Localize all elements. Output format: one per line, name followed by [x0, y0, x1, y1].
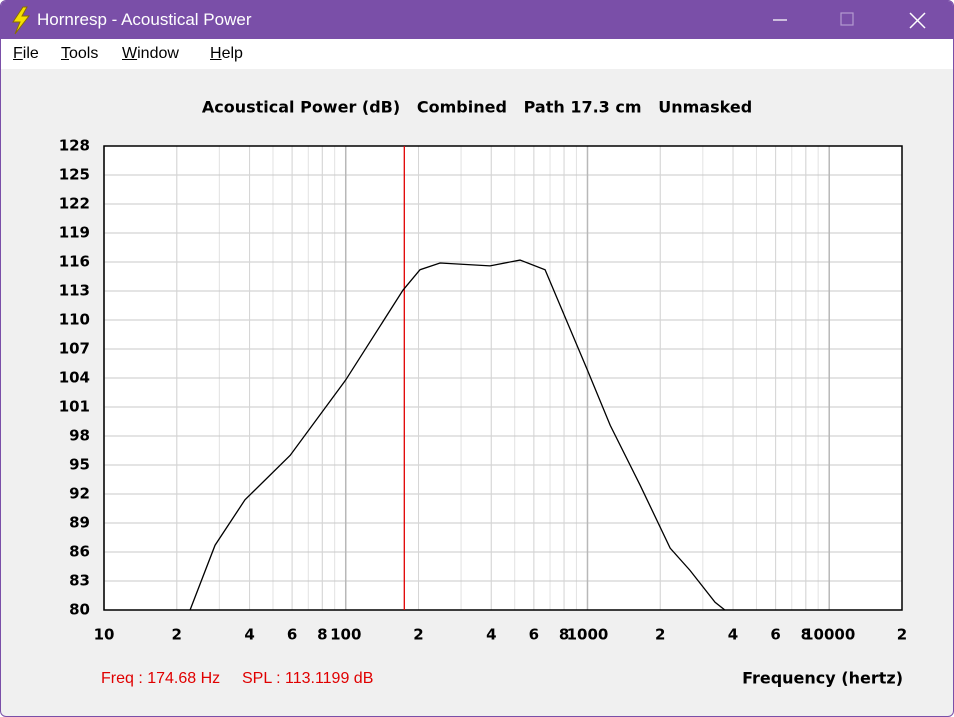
menu-item[interactable]: Help [210, 45, 243, 62]
x-tick-label: 8 [317, 626, 327, 644]
x-tick-label: 2 [413, 626, 423, 644]
maximize[interactable] [840, 12, 854, 26]
response-curve [189, 259, 726, 611]
menu-item[interactable]: File [13, 45, 39, 62]
chart-title: Acoustical Power (dB) Combined Path 17.3… [202, 98, 752, 117]
x-tick-label: 1000 [567, 626, 609, 644]
x-tick-label: 2 [655, 626, 665, 644]
x-tick-label: 8 [559, 626, 569, 644]
y-tick-label: 119 [59, 224, 90, 242]
y-tick-label: 89 [69, 514, 90, 532]
app-icon [12, 6, 31, 35]
x-tick-label: 6 [770, 626, 780, 644]
y-tick-label: 128 [59, 137, 90, 155]
x-tick-label: 8 [801, 626, 811, 644]
menu-bar: File Tools Window Help [1, 39, 953, 69]
close[interactable] [909, 12, 926, 29]
y-tick-label: 113 [59, 282, 90, 300]
annotation: SPL : 113.1199 dB [242, 670, 373, 687]
y-tick-label: 101 [59, 398, 90, 416]
y-tick-label: 98 [69, 427, 90, 445]
x-tick-label: 6 [529, 626, 539, 644]
y-tick-label: 83 [69, 572, 90, 590]
annotation: Freq : 174.68 Hz [101, 670, 220, 687]
title-bar: Hornresp - Acoustical Power [1, 1, 953, 39]
menu-item[interactable]: Tools [61, 45, 99, 62]
x-axis-label: Frequency (hertz) [742, 669, 903, 688]
y-tick-label: 107 [59, 340, 90, 358]
menu-item[interactable]: Window [122, 45, 179, 62]
y-tick-label: 86 [69, 543, 90, 561]
x-tick-label: 10 [94, 626, 115, 644]
x-tick-label: 2 [172, 626, 182, 644]
y-tick-label: 125 [59, 166, 90, 184]
y-tick-label: 122 [59, 195, 90, 213]
x-tick-label: 2 [897, 626, 907, 644]
x-tick-label: 4 [728, 626, 738, 644]
x-tick-label: 4 [486, 626, 496, 644]
y-tick-label: 104 [59, 369, 90, 387]
y-tick-label: 95 [69, 456, 90, 474]
x-tick-label: 4 [244, 626, 254, 644]
y-tick-label: 110 [59, 311, 90, 329]
x-tick-label: 100 [330, 626, 361, 644]
x-tick-label: 10000 [803, 626, 855, 644]
y-tick-label: 80 [69, 601, 90, 619]
y-tick-label: 116 [59, 253, 90, 271]
plot-frame [103, 145, 903, 611]
window-title: Hornresp - Acoustical Power [37, 10, 252, 29]
y-tick-label: 92 [69, 485, 90, 503]
window-controls[interactable] [763, 1, 953, 39]
x-tick-label: 6 [287, 626, 297, 644]
